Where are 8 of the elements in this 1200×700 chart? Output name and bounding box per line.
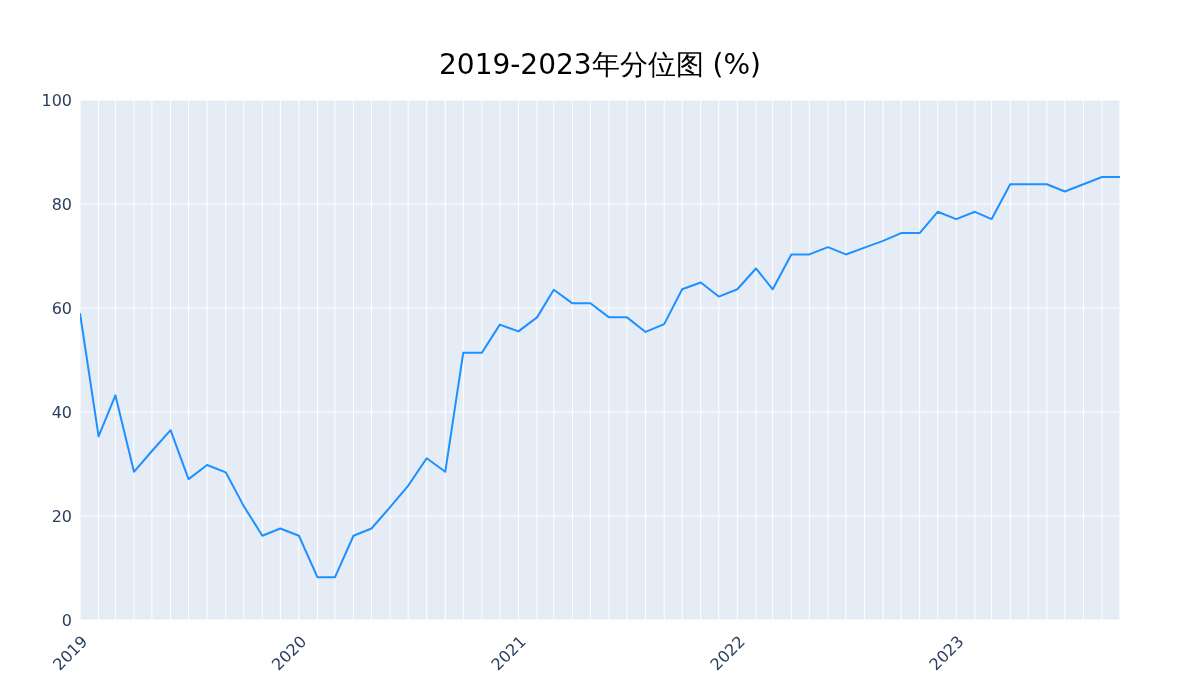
y-tick-label: 100 [41, 90, 72, 110]
y-tick-label: 80 [51, 194, 72, 214]
y-tick-label: 0 [61, 610, 72, 630]
y-tick-label: 60 [51, 298, 72, 318]
y-tick-label: 20 [51, 506, 72, 526]
chart-title: 2019-2023年分位图 (%) [438, 47, 762, 83]
y-tick-label: 40 [51, 402, 72, 422]
line-series [80, 175, 1120, 579]
